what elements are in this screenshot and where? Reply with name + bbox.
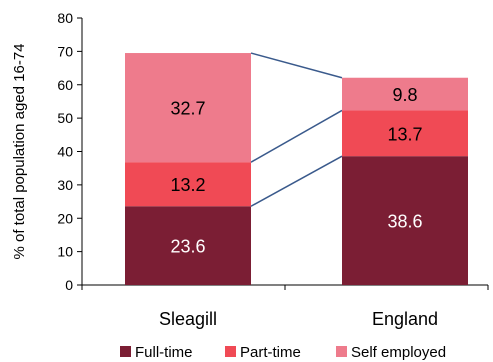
data-label: 38.6 (387, 212, 422, 232)
y-tick-label: 20 (57, 210, 73, 226)
y-axis-ticks: 0 10 20 30 40 50 60 70 80 (57, 10, 489, 293)
y-tick-label: 0 (65, 277, 73, 293)
data-label: 32.7 (170, 99, 205, 119)
y-tick-label: 10 (57, 244, 73, 260)
data-label: 23.6 (170, 237, 205, 257)
legend-swatch (120, 346, 131, 357)
legend-label: Part-time (240, 344, 301, 361)
bar-segment (342, 110, 468, 157)
data-label: 9.8 (392, 85, 417, 105)
legend-label: Full-time (135, 344, 193, 361)
bar-segment (125, 53, 251, 163)
legend: Full-time Part-time Self employed (120, 344, 446, 361)
legend-swatch (225, 346, 236, 357)
stack-connectors (250, 52, 343, 207)
bar-segments: 23.6 13.2 32.7 38.6 13.7 9.8 (125, 53, 468, 285)
y-tick-label: 70 (57, 43, 73, 59)
connector-line (250, 52, 343, 79)
y-tick-label: 80 (57, 10, 73, 26)
y-tick-label: 30 (57, 177, 73, 193)
bar-segment (125, 162, 251, 207)
bar-segment (342, 77, 468, 111)
legend-swatch (336, 346, 347, 357)
data-label: 13.2 (170, 175, 205, 195)
y-tick-label: 50 (57, 110, 73, 126)
y-tick-label: 40 (57, 144, 73, 160)
bar-segment (342, 156, 468, 285)
data-label: 13.7 (387, 124, 422, 144)
connector-line (250, 155, 343, 207)
x-category-label: England (372, 309, 438, 329)
y-tick-label: 60 (57, 77, 73, 93)
x-category-label: Sleagill (159, 309, 217, 329)
bar-segment (125, 206, 251, 285)
x-axis-category-labels: Sleagill England (159, 309, 438, 329)
y-axis-label: % of total population aged 16-74 (11, 44, 28, 260)
legend-label: Self employed (351, 344, 446, 361)
connector-line (250, 109, 343, 163)
